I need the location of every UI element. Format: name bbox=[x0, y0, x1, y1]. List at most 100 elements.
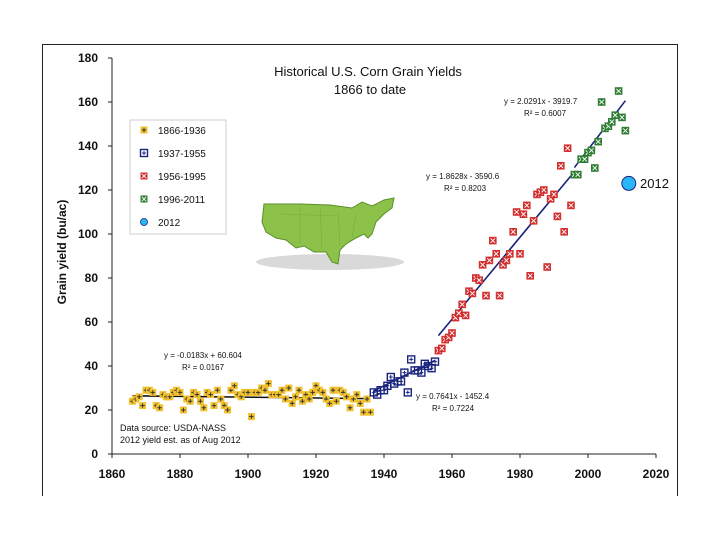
x-tick-label: 1880 bbox=[167, 467, 194, 481]
trendline-equation: y = 0.7641x - 1452.4 bbox=[416, 392, 490, 401]
data-point bbox=[292, 393, 300, 401]
chart-title: Historical U.S. Corn Grain Yields bbox=[274, 64, 462, 79]
data-point bbox=[305, 395, 313, 403]
data-point bbox=[400, 368, 409, 377]
data-point bbox=[261, 386, 269, 394]
data-point bbox=[309, 388, 317, 396]
data-point bbox=[512, 208, 521, 216]
data-point bbox=[278, 386, 286, 394]
legend-label: 1937-1955 bbox=[158, 149, 206, 160]
data-point bbox=[550, 190, 558, 199]
legend-label: 1996-2011 bbox=[158, 195, 206, 206]
data-point bbox=[556, 162, 565, 170]
x-tick-label: 1920 bbox=[303, 467, 330, 481]
data-point bbox=[468, 289, 477, 298]
legend-item: 1937-1955 bbox=[139, 148, 206, 160]
data-point bbox=[594, 137, 603, 146]
data-point bbox=[247, 413, 255, 421]
y-tick-label: 80 bbox=[85, 271, 99, 285]
data-point bbox=[207, 391, 215, 399]
data-point bbox=[139, 402, 147, 410]
y-tick-label: 180 bbox=[78, 51, 98, 65]
legend-item: 1956-1995 bbox=[140, 172, 206, 183]
data-point bbox=[522, 201, 531, 210]
chart-frame bbox=[42, 44, 678, 496]
data-point bbox=[224, 406, 232, 414]
y-tick-label: 0 bbox=[91, 447, 98, 461]
trendline-equation: y = 2.0291x - 3919.7 bbox=[504, 97, 578, 106]
data-point bbox=[230, 382, 238, 390]
data-point bbox=[458, 300, 467, 309]
data-point bbox=[288, 399, 296, 407]
data-point bbox=[346, 404, 354, 412]
data-point bbox=[430, 357, 440, 366]
data-point bbox=[587, 146, 596, 155]
data-point bbox=[461, 311, 470, 320]
y-tick-label: 120 bbox=[78, 183, 98, 197]
estimate-note: 2012 yield est. as of Aug 2012 bbox=[120, 435, 241, 445]
data-point bbox=[580, 155, 589, 163]
series-5 bbox=[621, 175, 637, 191]
source-note: Data source: USDA-NASS bbox=[120, 423, 226, 433]
data-point bbox=[193, 391, 201, 399]
x-tick-label: 2000 bbox=[575, 467, 602, 481]
data-point bbox=[176, 388, 184, 396]
data-point bbox=[529, 217, 538, 225]
legend: 1866-1936 1937-1955 1956-1995 1996-2011 2012 bbox=[129, 119, 227, 235]
x-tick-label: 1900 bbox=[235, 467, 262, 481]
data-point bbox=[396, 377, 406, 386]
legend-marker bbox=[140, 218, 148, 226]
data-point bbox=[217, 395, 225, 403]
data-point bbox=[607, 118, 616, 126]
data-point bbox=[200, 404, 208, 412]
y-tick-label: 20 bbox=[85, 403, 99, 417]
data-point bbox=[210, 402, 218, 410]
y-tick-label: 160 bbox=[78, 95, 98, 109]
x-tick-label: 1860 bbox=[99, 467, 126, 481]
data-point bbox=[156, 404, 164, 412]
data-point bbox=[526, 271, 535, 280]
data-point bbox=[186, 397, 194, 405]
legend-label: 1866-1936 bbox=[158, 126, 206, 137]
data-point bbox=[509, 228, 518, 236]
data-point bbox=[319, 388, 327, 396]
data-point bbox=[539, 186, 548, 194]
data-point bbox=[495, 291, 504, 300]
legend-label: 2012 bbox=[158, 218, 181, 229]
data-point bbox=[353, 391, 361, 399]
data-point bbox=[454, 309, 463, 318]
us-map-icon bbox=[256, 197, 404, 270]
data-point bbox=[326, 399, 334, 407]
series-4 bbox=[570, 87, 630, 179]
data-point bbox=[244, 388, 252, 396]
data-point bbox=[360, 408, 368, 416]
legend-marker bbox=[140, 126, 148, 134]
data-point bbox=[356, 399, 364, 407]
x-tick-labels: 1860 1880 1900 1920 1940 1960 1980 2000 2020 bbox=[99, 454, 670, 481]
x-tick-label: 2020 bbox=[643, 467, 670, 481]
chart-subtitle: 1866 to date bbox=[334, 82, 406, 97]
series-1 bbox=[128, 380, 374, 421]
data-point bbox=[437, 344, 446, 353]
data-point bbox=[567, 201, 575, 210]
data-point bbox=[179, 406, 187, 414]
x-tick-label: 1940 bbox=[371, 467, 398, 481]
data-point bbox=[196, 397, 204, 405]
trendline-r2: R² = 0.6007 bbox=[524, 109, 567, 118]
trendline-equation: y = 1.8628x - 3590.6 bbox=[426, 172, 500, 181]
data-point bbox=[475, 276, 484, 285]
data-point bbox=[492, 250, 501, 258]
legend-marker bbox=[140, 172, 148, 180]
data-point bbox=[343, 393, 351, 401]
data-point bbox=[597, 98, 606, 106]
data-point bbox=[264, 380, 272, 388]
data-point bbox=[519, 210, 528, 218]
x-tick-label: 1980 bbox=[507, 467, 534, 481]
data-point bbox=[590, 164, 599, 172]
data-point bbox=[543, 263, 552, 271]
point-label-2012: 2012 bbox=[640, 176, 669, 191]
y-tick-label: 60 bbox=[85, 315, 99, 329]
data-point bbox=[553, 212, 562, 221]
data-point bbox=[516, 250, 524, 258]
